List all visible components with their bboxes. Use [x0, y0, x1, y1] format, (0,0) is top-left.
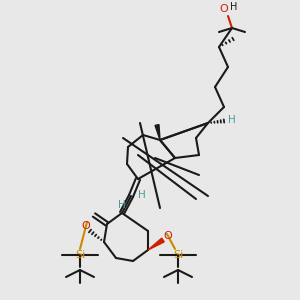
Text: H: H: [138, 190, 146, 200]
Polygon shape: [148, 238, 164, 250]
Text: H: H: [118, 200, 126, 210]
Text: O: O: [164, 231, 172, 241]
Text: Si: Si: [173, 250, 183, 260]
Text: O: O: [220, 4, 228, 14]
Text: Si: Si: [75, 250, 85, 260]
Text: H: H: [230, 2, 238, 12]
Text: O: O: [82, 221, 90, 231]
Text: H: H: [228, 115, 236, 125]
Polygon shape: [155, 124, 160, 140]
